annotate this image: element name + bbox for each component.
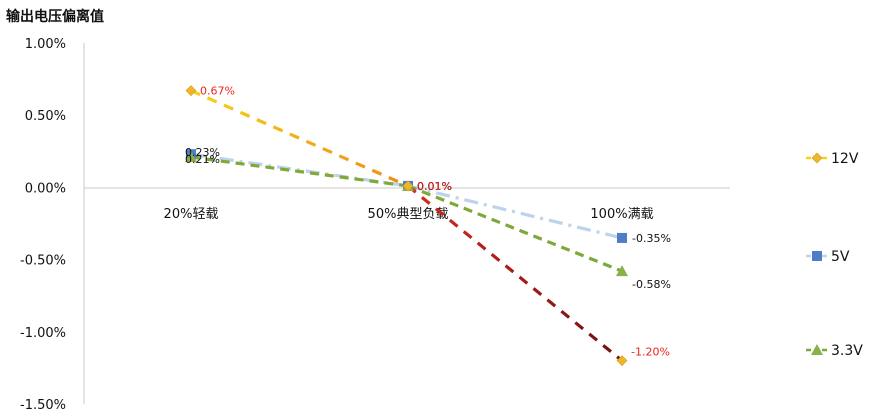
legend-label: 12V bbox=[831, 151, 859, 167]
legend-label: 5V bbox=[831, 249, 850, 265]
data-label: 0.01% bbox=[417, 180, 452, 193]
data-label: 0.21% bbox=[185, 153, 220, 166]
legend-marker-square bbox=[812, 251, 822, 261]
series-lines bbox=[190, 89, 624, 362]
legend-label: 3.3V bbox=[831, 343, 863, 359]
category-label: 100%满载 bbox=[590, 207, 653, 222]
marker-diamond bbox=[402, 180, 414, 192]
y-tick-label: -0.50% bbox=[20, 254, 66, 269]
marker-diamond bbox=[185, 85, 197, 97]
data-label: 0.01% bbox=[417, 180, 452, 193]
legend-marker-diamond bbox=[811, 152, 823, 164]
data-label: 0.23% bbox=[185, 146, 220, 159]
data-labels: 0.23%0.01%-0.35%0.21%0.01%-0.58%0.67%0.0… bbox=[185, 85, 671, 359]
data-label: -1.20% bbox=[631, 346, 670, 359]
data-label: 0.01% bbox=[417, 180, 452, 193]
category-label: 50%典型负载 bbox=[368, 207, 449, 222]
y-tick-label: -1.50% bbox=[20, 398, 66, 411]
marker-triangle bbox=[616, 265, 628, 277]
series-line-12v bbox=[190, 89, 409, 188]
data-label: -0.35% bbox=[632, 232, 671, 245]
y-tick-label: 1.00% bbox=[25, 37, 66, 52]
category-label: 20%轻载 bbox=[164, 207, 219, 222]
marker-diamond bbox=[616, 355, 628, 367]
series-markers bbox=[185, 85, 628, 367]
y-tick-label: 0.50% bbox=[25, 109, 66, 124]
category-labels: 20%轻载 50%典型负载 100%满载 bbox=[164, 207, 654, 222]
series-line-3-3v bbox=[190, 155, 409, 188]
series-line-3-3v bbox=[407, 184, 623, 273]
legend-marker-triangle bbox=[811, 344, 823, 355]
data-label: -0.58% bbox=[632, 278, 671, 291]
series-line-5v bbox=[407, 184, 623, 240]
chart-title: 输出电压偏离值 bbox=[6, 9, 104, 25]
legend: 12V 5V 3.3V bbox=[806, 151, 863, 359]
marker-triangle bbox=[185, 151, 197, 163]
data-label: 0.67% bbox=[200, 85, 235, 98]
marker-square bbox=[617, 232, 627, 243]
y-tick-label: 0.00% bbox=[25, 181, 66, 196]
y-tick-labels: 1.00% 0.50% 0.00% -0.50% -1.00% -1.50% bbox=[20, 37, 66, 411]
y-tick-label: -1.00% bbox=[20, 326, 66, 341]
